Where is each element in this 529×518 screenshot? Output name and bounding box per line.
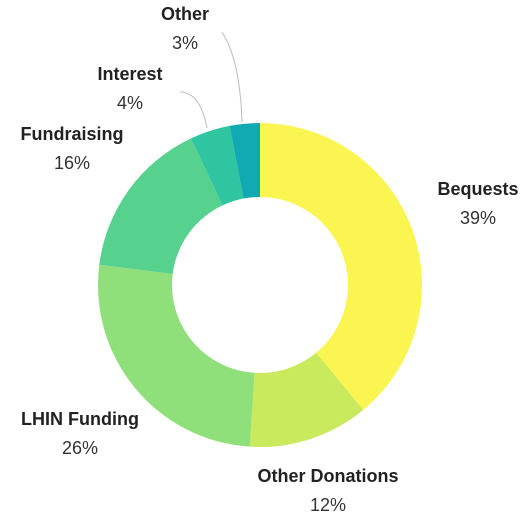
donut-slice — [260, 123, 422, 410]
donut-slice — [191, 125, 244, 206]
slice-label: Other Donations — [257, 466, 398, 486]
leader-line — [221, 31, 243, 123]
slice-value: 4% — [117, 93, 143, 113]
leader-line — [179, 91, 208, 129]
slice-label: Fundraising — [21, 124, 124, 144]
slice-value: 12% — [310, 495, 346, 515]
slice-value: 16% — [54, 153, 90, 173]
slice-label: Bequests — [437, 179, 518, 199]
slice-label: Other — [161, 4, 209, 24]
slice-value: 26% — [62, 438, 98, 458]
donut-slice — [99, 138, 223, 274]
donut-slice — [98, 264, 255, 447]
slice-label: LHIN Funding — [21, 409, 139, 429]
slice-value: 39% — [460, 208, 496, 228]
slice-label: Interest — [97, 64, 162, 84]
donut-slice — [249, 352, 364, 447]
donut-slice — [229, 123, 260, 199]
slice-value: 3% — [172, 33, 198, 53]
